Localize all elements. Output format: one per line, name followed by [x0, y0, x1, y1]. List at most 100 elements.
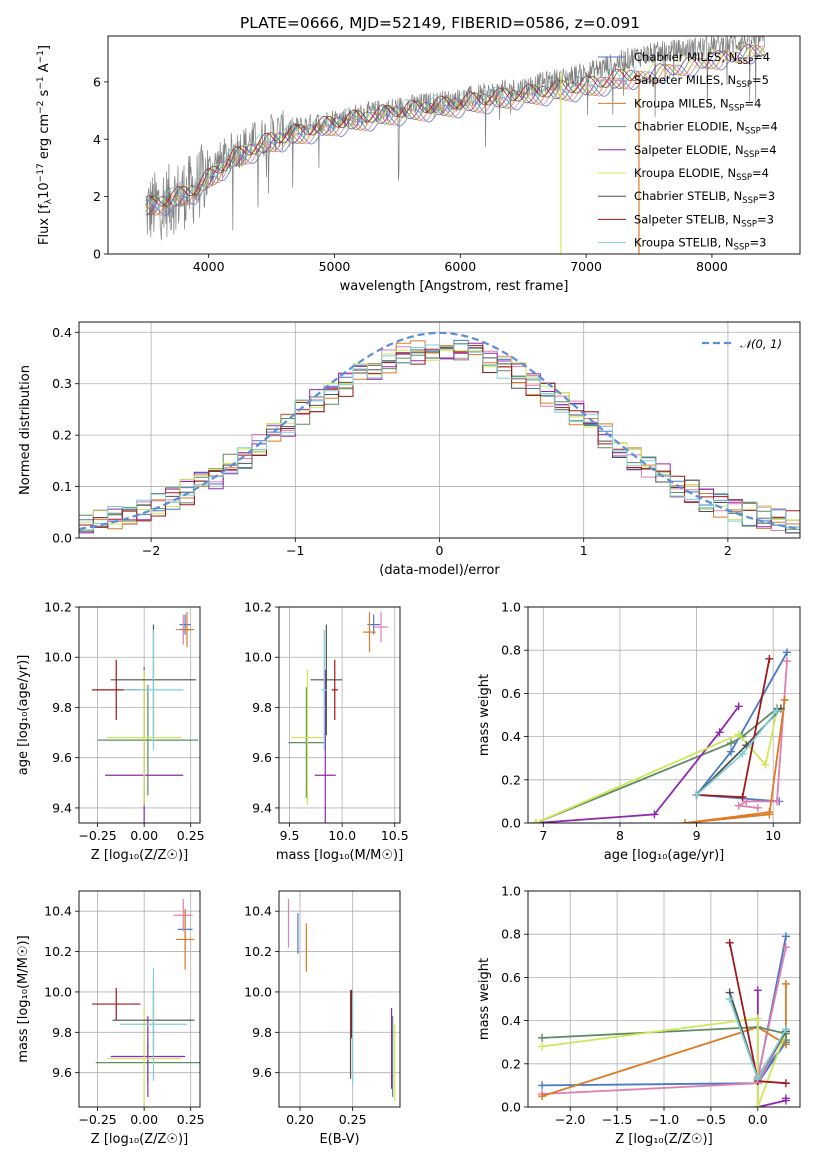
x-tick-label: 1	[580, 543, 588, 558]
x-tick-label: −2.0	[555, 1112, 585, 1127]
legend-label-main: Kroupa STELIB, N	[634, 236, 734, 250]
model-kroupa_elodie	[145, 43, 766, 213]
normal-curve	[79, 331, 800, 531]
y-tick-label: 10.4	[44, 904, 72, 919]
x-tick-label: −0.25	[78, 1112, 116, 1127]
x-tick-label: 0.00	[130, 828, 158, 843]
errorbar-chabrier_elodie	[97, 684, 199, 796]
legend-label-tail: =3	[757, 212, 774, 226]
y-tick-label: 10.0	[244, 650, 272, 665]
x-tick-label: 0.00	[130, 1112, 158, 1127]
panel-weight_vs_age: 7 8 9 10 0.0 0.2 0.4 0.6 0.8 1.0 age [log₁₀(age/yr…	[477, 600, 801, 863]
point-marker	[753, 986, 762, 995]
plot-area	[288, 612, 389, 823]
y-tick-label: 9.4	[52, 800, 72, 815]
legend-label-main: Salpeter STELIB, N	[634, 212, 741, 226]
point-marker	[727, 747, 736, 756]
legend-label-sub: SSP	[734, 243, 750, 253]
y-tick-label: 9.6	[252, 750, 272, 765]
x-tick-label: 9	[693, 828, 701, 843]
y-tick-label: 1.0	[501, 600, 521, 615]
panel-mass_vs_ebv: 0.20 0.25 9.6 9.8 10.0 10.2 10.4 E(B-V)	[244, 890, 401, 1147]
y-tick-label: 0.6	[501, 686, 521, 701]
errorbar-kroupa_miles	[179, 612, 195, 648]
point-marker	[681, 819, 690, 823]
panel-weight_vs_Z: −2.0 −1.5 −1.0 −0.5 0.0 0.0 0.2 0.4 0.6 0.8 1.0 Z […	[477, 884, 801, 1147]
model-chabrier_stelib	[145, 69, 637, 207]
x-tick-label: −0.25	[78, 828, 116, 843]
legend-label: Kroupa STELIB, NSSP=3	[634, 236, 766, 253]
x-tick-label: −1.0	[649, 1112, 679, 1127]
errorbar-chabrier_elodie	[288, 687, 325, 798]
y-tick-label: 10.2	[44, 944, 72, 959]
x-tick-label: 8000	[696, 259, 728, 274]
point-marker	[782, 657, 791, 665]
x-tick-label: 9.5	[280, 828, 300, 843]
x-axis-label: mass [log₁₀(M/M☉)]	[276, 848, 403, 863]
plot-area	[531, 648, 791, 823]
legend-label-main: Kroupa ELODIE, N	[634, 166, 736, 180]
plot-area	[145, 36, 766, 254]
legend-label-main: Chabrier STELIB, N	[634, 189, 742, 203]
legend-label-tail: =4	[760, 143, 777, 157]
point-marker	[692, 790, 701, 799]
point-marker	[753, 1074, 762, 1083]
point-marker	[753, 1103, 762, 1107]
y-tick-label: 0.0	[501, 816, 521, 831]
y-tick-label: 4	[93, 132, 101, 147]
point-marker	[725, 938, 734, 947]
x-tick-label: 0.20	[286, 1112, 314, 1127]
errorbar-kroupa_stelib	[123, 629, 184, 751]
point-marker	[761, 760, 770, 769]
y-tick-label: 9.6	[252, 1065, 272, 1080]
errorbar-salpeter_elodie	[314, 669, 336, 823]
y-axis-label-part: −17	[36, 163, 46, 182]
y-tick-label: 0.8	[501, 643, 521, 658]
axes-frame	[78, 606, 201, 824]
y-tick-label: 6	[93, 74, 101, 89]
axes-frame	[527, 890, 801, 1108]
legend-label-tail: =5	[752, 73, 769, 87]
series-salpeter_stelib	[696, 658, 771, 799]
legend-label: Kroupa ELODIE, NSSP=4	[634, 166, 769, 183]
y-axis-label: mass [log₁₀(M/M☉)]	[16, 935, 31, 1062]
point-marker	[734, 702, 743, 711]
point-marker	[734, 730, 743, 739]
y-tick-label: 0	[93, 247, 101, 262]
x-axis-label: (data-model)/error	[379, 563, 500, 578]
x-tick-label: 0.25	[177, 828, 205, 843]
y-tick-label: 0.4	[52, 325, 72, 340]
y-axis-label-part: ]	[37, 45, 52, 50]
errorbar-chabrier_stelib	[310, 624, 343, 736]
point-marker	[781, 1025, 790, 1034]
y-axis-label-part: λ	[44, 198, 54, 204]
plot-area	[538, 932, 790, 1107]
y-axis-label: mass weight	[477, 674, 492, 756]
series-salpeter_elodie	[535, 705, 740, 823]
legend-label-tail: =3	[749, 236, 766, 250]
panel-mass_vs_Z: −0.25 0.00 0.25 9.6 9.8 10.0 10.2 10.4 Z [log₁₀(…	[16, 890, 205, 1147]
x-tick-label: −1.5	[602, 1112, 632, 1127]
y-tick-label: 9.6	[52, 1065, 72, 1080]
series-kroupa_miles	[684, 699, 786, 823]
x-axis-label: wavelength [Angstrom, rest frame]	[340, 279, 569, 294]
x-tick-label: 4000	[193, 259, 225, 274]
legend-label-main: Salpeter ELODIE, N	[634, 143, 744, 157]
legend-label: Salpeter ELODIE, NSSP=4	[634, 143, 777, 160]
errorbar-kroupa_stelib	[119, 967, 187, 1081]
legend-label: Chabrier MILES, NSSP=4	[634, 50, 770, 67]
point-marker	[781, 1094, 790, 1103]
x-tick-label: −2	[142, 543, 160, 558]
point-marker	[765, 808, 774, 817]
point-marker	[780, 695, 789, 704]
y-axis-label-part: 10	[37, 182, 52, 199]
y-tick-label: 10.0	[244, 984, 272, 999]
x-tick-label: 2	[724, 543, 732, 558]
panel-residuals: −2 −1 0 1 2 0.0 0.1 0.2 0.3 0.4 (data-model)/error…	[18, 321, 801, 578]
x-axis-label: Z [log₁₀(Z/Z☉)]	[91, 1132, 188, 1147]
axes-frame	[78, 890, 201, 1108]
legend-label-tail: =4	[752, 166, 769, 180]
legend-label: Chabrier STELIB, NSSP=3	[634, 189, 775, 206]
legend-label-sub: SSP	[736, 173, 752, 183]
y-tick-label: 9.8	[252, 1025, 272, 1040]
